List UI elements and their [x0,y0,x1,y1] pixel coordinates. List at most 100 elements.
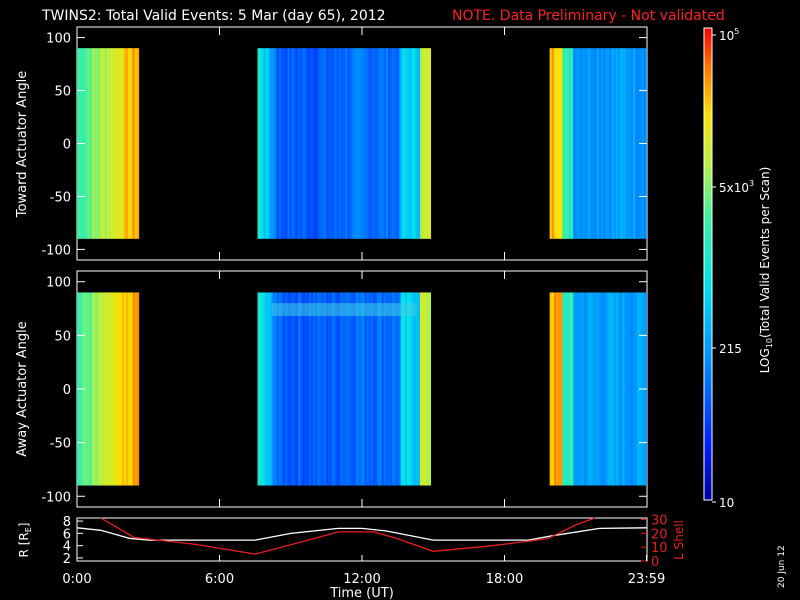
heatmap-cell [566,292,570,486]
heatmap-cell [111,48,114,239]
heatmap-cell [330,292,333,486]
r-tick-label: 6 [63,527,71,542]
heatmap-cell [564,292,568,486]
toward-panel: 100 50 0 -50 -100 Toward Actuator Angle [15,26,648,261]
heatmap-cell [136,292,140,486]
heatmap-cell [293,48,297,239]
heatmap-cell [355,48,359,239]
heatmap-cell [104,292,108,486]
heatmap-cell [276,48,280,239]
heatmap-cell [119,48,123,239]
lshell-tick-label: 10 [651,541,668,556]
heatmap-cell [300,292,303,486]
heatmap-cell [109,292,112,486]
colorbar-tick-label: 105 [719,27,739,43]
lshell-tick-label: 20 [651,527,668,542]
heatmap-cell [598,292,602,486]
heatmap-cell [106,292,110,486]
heatmap-cell [330,48,333,239]
heatmap-cell [362,48,365,239]
heatmap-cell [372,48,376,239]
heatmap-cell [91,292,95,486]
heatmap-cell [276,292,280,486]
heatmap-cell [426,48,429,239]
heatmap-cell [113,48,116,239]
heatmap-cell [128,48,131,239]
heatmap-cell [111,292,114,486]
heatmap-cell [551,48,555,239]
heatmap-cell [613,48,617,239]
heatmap-cell [400,48,404,239]
heatmap-cell [345,292,348,486]
heatmap-cell [564,48,568,239]
heatmap-cell [285,292,288,486]
heatmap-cell [392,48,395,239]
heatmap-cell [385,48,389,239]
heatmap-cell [281,292,284,486]
heatmap-cell [592,48,595,239]
heatmap-cell [328,48,331,239]
heatmap-cell [115,292,119,486]
heatmap-cell [372,292,376,486]
heatmap-cell [603,48,606,239]
heatmap-cell [304,292,308,486]
heatmap-cell [585,292,589,486]
heatmap-cell [609,48,613,239]
heatmap-cell [387,48,391,239]
heatmap-cell [128,292,131,486]
heatmap-cell [398,48,402,239]
heatmap-cell [315,292,318,486]
heatmap-cell [291,292,295,486]
heatmap-cell [379,48,382,239]
heatmap-cell [287,292,290,486]
heatmap-band [271,303,417,317]
heatmap-cell [306,292,310,486]
heatmap-cell [278,48,282,239]
heatmap-cell [308,48,312,239]
heatmap-cell [618,48,621,239]
heatmap-cell [134,48,138,239]
x-tick-label: 12:00 [343,572,380,587]
heatmap-cell [268,292,271,486]
heatmap-cell [287,48,290,239]
heatmap-cell [370,292,374,486]
heatmap-cell [549,48,553,239]
chart-title: TWINS2: Total Valid Events: 5 Mar (day 6… [41,8,386,24]
heatmap-cell [626,48,630,239]
y-tick-label: -50 [50,437,71,452]
heatmap-cell [270,48,273,239]
heatmap-cell [302,48,305,239]
heatmap-cell [417,292,421,486]
heatmap-cell [353,292,357,486]
heatmap-cell [579,292,583,486]
y-tick-label: 100 [46,32,71,47]
heatmap-cell [293,292,297,486]
heatmap-cell [102,48,106,239]
y-tick-label: 0 [63,383,71,398]
heatmap-cell [306,48,310,239]
heatmap-cell [611,292,615,486]
heatmap-cell [345,48,348,239]
heatmap-cell [626,292,630,486]
colorbar-gradient [703,27,713,501]
heatmap-cell [581,292,585,486]
heatmap-cell [291,48,295,239]
heatmap-cell [590,292,593,486]
heatmap-cell [562,48,565,239]
heatmap-cell [283,292,286,486]
heatmap-cell [404,48,408,239]
heatmap-cell [289,292,293,486]
heatmap-cell [377,292,380,486]
heatmap-cell [343,292,346,486]
heatmap-cell [419,292,423,486]
lshell-tick-label: 0 [651,555,659,570]
heatmap-cell [340,48,344,239]
heatmap-cell [102,292,106,486]
heatmap-cell [632,48,636,239]
heatmap-cell [357,48,361,239]
heatmap-cell [620,48,623,239]
heatmap-cell [613,292,617,486]
heatmap-cell [611,48,615,239]
heatmap-cell [364,292,367,486]
